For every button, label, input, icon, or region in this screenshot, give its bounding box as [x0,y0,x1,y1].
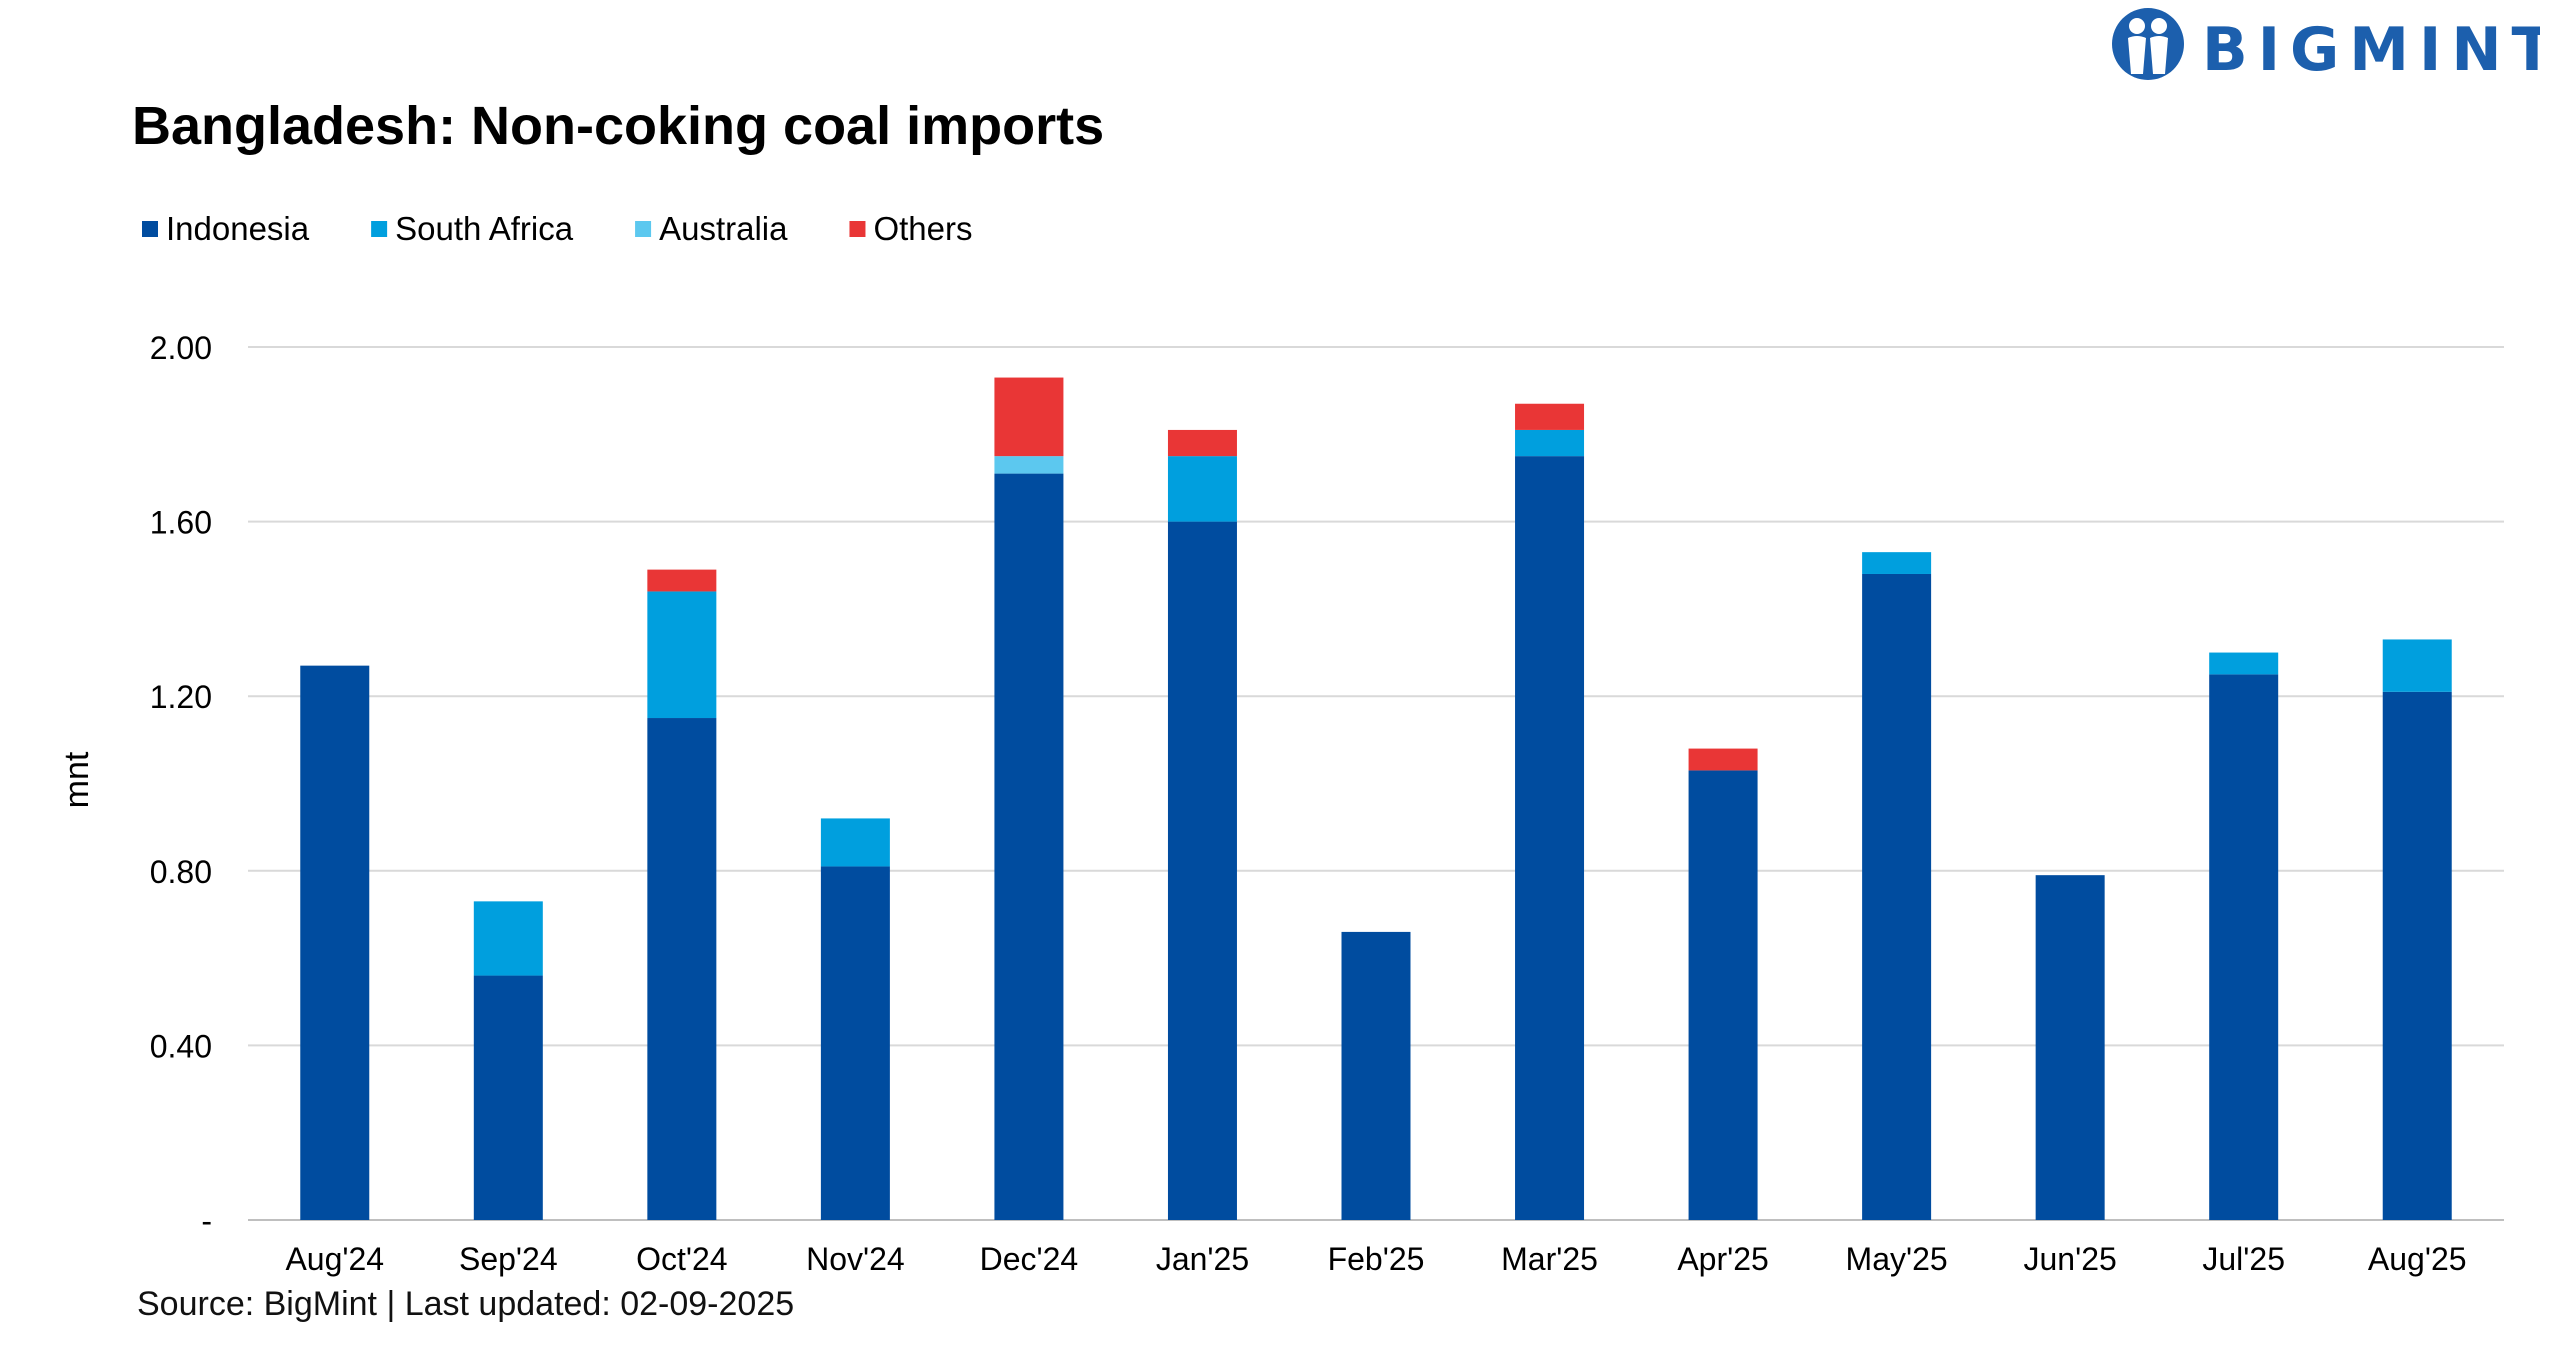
x-tick-label: Nov'24 [806,1241,905,1277]
x-tick-label: May'25 [1846,1241,1948,1277]
bar-segment [820,866,890,1220]
bar-segment [473,901,543,976]
x-tick-label: Mar'25 [1501,1241,1598,1277]
x-tick-label: Jan'25 [1156,1241,1249,1277]
y-tick-label: - [201,1203,212,1239]
bar-segment [1515,429,1585,457]
bars [300,377,2452,1221]
x-tick-label: Feb'25 [1328,1241,1425,1277]
y-tick-label: 1.60 [150,505,212,541]
x-tick-label: Apr'25 [1677,1241,1769,1277]
bar-segment [1167,521,1237,1220]
bar-segment [2382,691,2452,1220]
bar-segment [300,665,370,1220]
bar-segment [2209,674,2279,1220]
bar-segment [994,473,1064,1221]
x-tick-label: Sep'24 [459,1241,558,1277]
bar-segment [1688,748,1758,771]
legend-label: South Africa [395,210,574,247]
bar-segment [1341,931,1411,1220]
legend-swatch [142,221,158,237]
bar-segment [473,975,543,1220]
x-tick-label: Oct'24 [636,1241,727,1277]
y-tick-label: 1.20 [150,679,212,715]
bar-segment [1862,573,1932,1220]
x-tick-label: Aug'25 [2368,1241,2467,1277]
x-tick-label: Jul'25 [2202,1241,2285,1277]
bar-segment [2209,652,2279,675]
bar-segment [647,591,717,719]
legend: Indonesia South Africa Australia Others [142,210,973,247]
legend-swatch [371,221,388,237]
y-axis-label: mnt [58,751,96,808]
brand-logo: BIGMINT [2112,8,2540,84]
legend-swatch [635,221,652,237]
x-axis: Aug'24 Sep'24 Oct'24 Nov'24 Dec'24 Jan'25 Feb'… [285,1241,2466,1277]
bar-segment [1688,770,1758,1220]
x-tick-label: Dec'24 [980,1241,1079,1277]
bar-segment [647,718,717,1220]
bar-segment [2382,639,2452,692]
legend-label: Australia [659,210,788,247]
bar-segment [1515,456,1585,1220]
bar-segment [994,377,1064,457]
bar-segment [1167,429,1237,457]
y-axis: - 0.40 0.80 1.20 1.60 2.00 [150,330,212,1239]
chart-title: Bangladesh: Non-coking coal imports [132,96,1104,156]
bar-segment [2035,875,2105,1220]
people-icon [2112,8,2184,80]
source-note: Source: BigMint | Last updated: 02-09-20… [137,1285,794,1323]
y-tick-label: 2.00 [150,330,212,366]
y-tick-label: 0.40 [150,1028,212,1064]
gridlines [248,346,2504,1221]
bar-segment [1515,403,1585,430]
brand-name: BIGMINT [2202,15,2540,84]
x-tick-label: Jun'25 [2024,1241,2117,1277]
bar-segment [647,569,717,592]
bar-segment [994,456,1064,474]
bar-segment [1862,552,1932,574]
legend-label: Indonesia [166,210,310,247]
legend-swatch [849,221,866,237]
x-tick-label: Aug'24 [285,1241,384,1277]
bar-segment [1167,456,1237,522]
y-tick-label: 0.80 [150,854,212,890]
bar-segment [820,818,890,867]
legend-label: Others [873,210,972,247]
